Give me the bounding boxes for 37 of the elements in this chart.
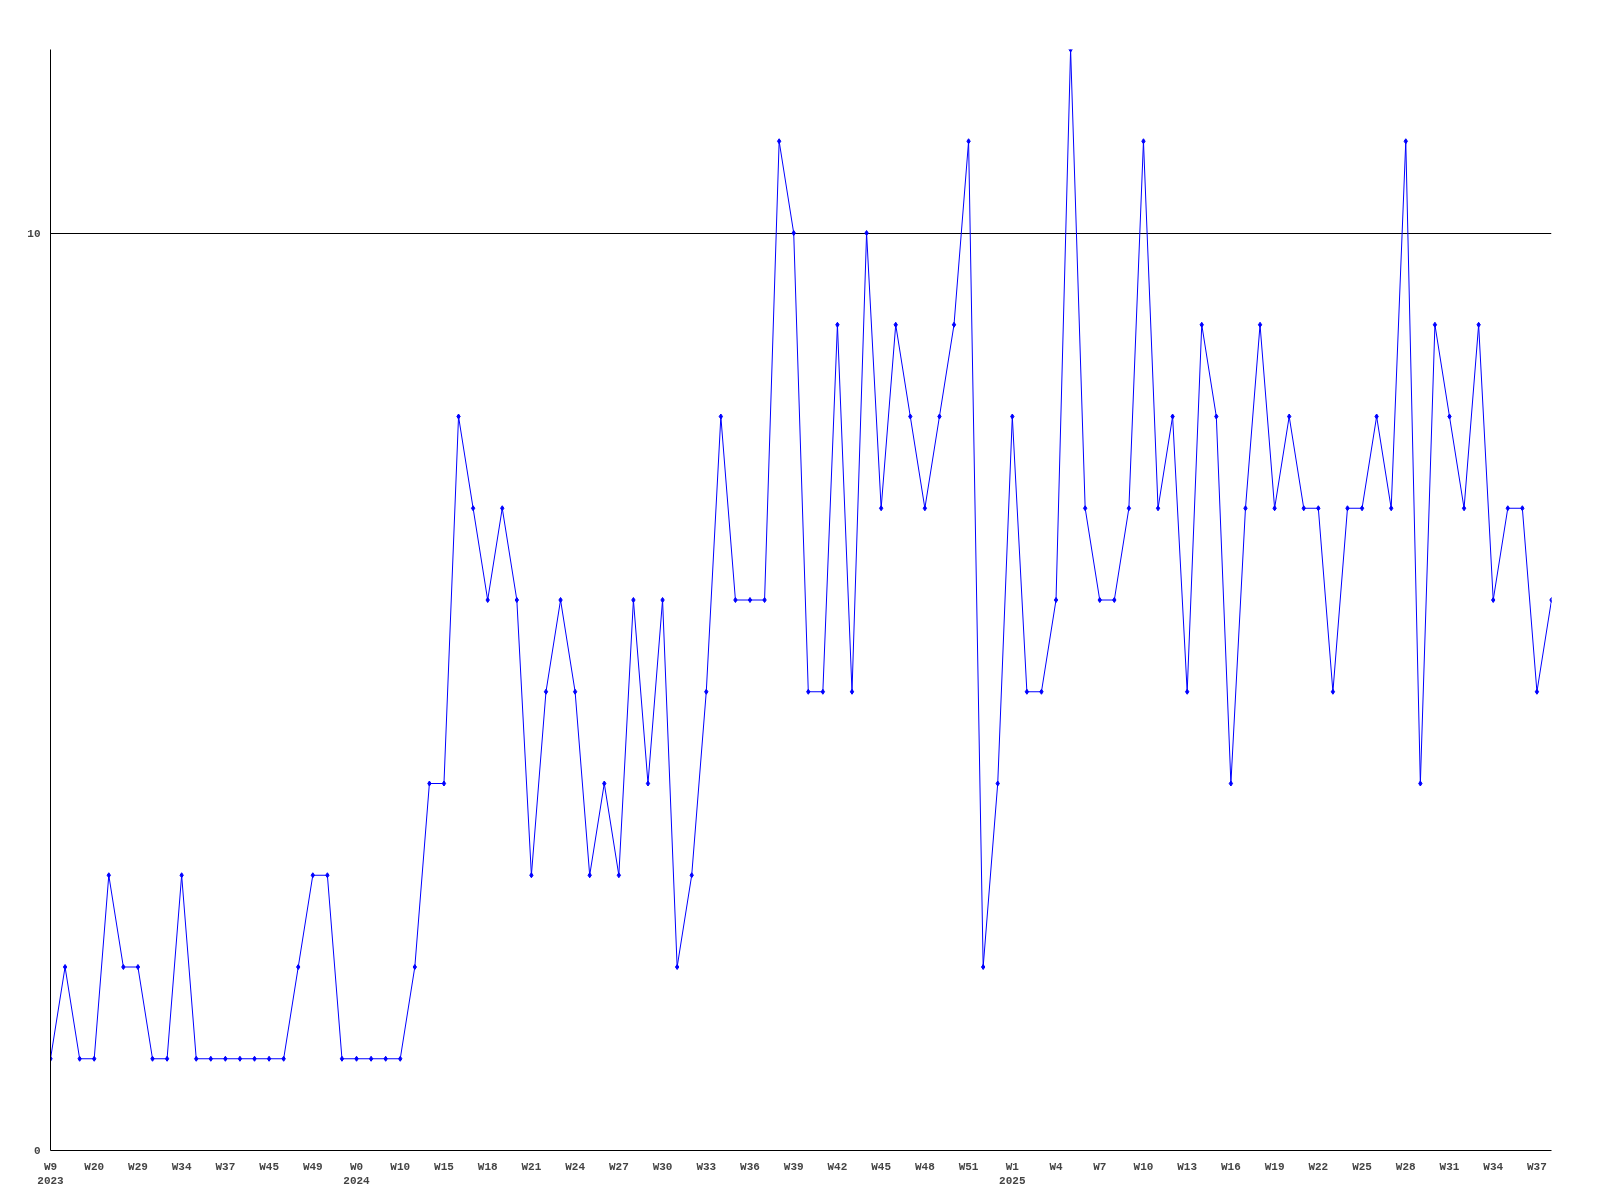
x-tick-label: W33 [696,1160,717,1173]
x-tick-label: W1 2025 [999,1160,1026,1187]
x-tick-label: W10 [390,1160,411,1173]
x-tick-label: W25 [1352,1160,1373,1173]
x-tick-label: W22 [1308,1160,1329,1173]
x-tick-label: W7 [1093,1160,1107,1173]
x-tick-label: W16 [1221,1160,1241,1173]
x-tick-label: W28 [1395,1160,1417,1173]
x-tick-label: W37 [215,1160,236,1173]
x-tick-label: W19 [1264,1160,1285,1173]
x-tick-label: W18 [477,1160,498,1173]
x-tick-label: W29 [128,1160,148,1173]
x-tick-label: W45 [871,1160,892,1173]
x-tick-label: W48 [914,1160,936,1173]
x-tick-label: W21 [521,1160,542,1173]
y-tick-label: 10 [27,227,41,240]
x-tick-label: W36 [740,1160,760,1173]
x-tick-label: W31 [1439,1160,1460,1173]
x-tick-label: W24 [565,1160,586,1173]
x-tick-label: W42 [827,1160,848,1173]
x-tick-label: W34 [171,1160,192,1173]
x-tick-label: W45 [259,1160,280,1173]
x-tick-label: W9 2023 [37,1160,65,1187]
x-tick-label: W37 [1527,1160,1547,1173]
x-tick-label: W51 [958,1160,979,1173]
x-tick-label: W27 [608,1160,629,1173]
y-tick-label: 0 [33,1145,41,1157]
x-tick-label: W0 2024 [343,1160,371,1187]
x-tick-label: W39 [783,1160,804,1173]
x-tick-label: W34 [1483,1160,1504,1173]
x-tick-label: W4 [1049,1160,1064,1173]
x-tick-label: W30 [652,1160,673,1173]
x-tick-label: W15 [434,1160,455,1173]
x-tick-label: W49 [302,1160,323,1173]
x-tick-label: W10 [1133,1160,1154,1173]
x-tick-label: W13 [1177,1160,1198,1173]
x-tick-label: W20 [84,1160,105,1173]
